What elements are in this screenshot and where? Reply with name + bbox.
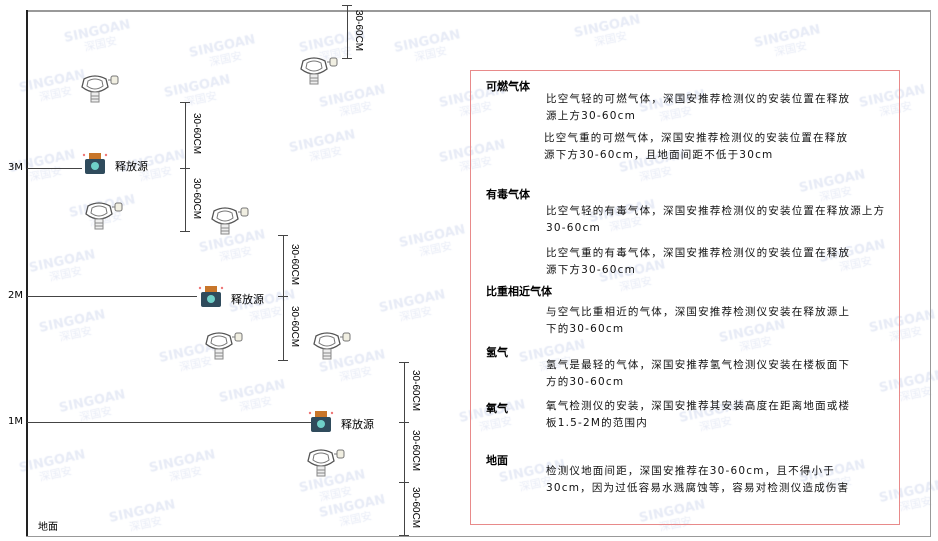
ground-label: 地面: [38, 522, 58, 533]
dimension-label: 30-60CM: [289, 243, 300, 285]
combustible-title: 可燃气体: [486, 80, 530, 93]
dimension-tick: [278, 296, 288, 297]
level-2m-label: 2M: [8, 290, 23, 301]
ceiling-line: [27, 10, 931, 12]
toxic-light-text: 比空气轻的有毒气体，深国安推荐检测仪的安装位置在释放源上方30-60cm: [546, 205, 886, 234]
gas-detector-icon: [305, 447, 347, 483]
dimension-tick: [180, 168, 190, 169]
dimension-tick: [399, 422, 409, 423]
dimension-tick: [278, 360, 288, 361]
dimension-line: [404, 422, 405, 482]
release-source-label: 释放源: [341, 418, 374, 431]
dimension-label: 30-60CM: [191, 177, 202, 219]
dimension-line: [347, 5, 348, 58]
gas-source-icon: [198, 286, 224, 307]
dimension-label: 30-60CM: [191, 113, 202, 155]
gas-detector-icon: [209, 205, 251, 241]
dimension-tick: [342, 58, 352, 59]
dimension-tick: [399, 535, 409, 536]
dimension-tick: [278, 235, 288, 236]
left-wall: [26, 10, 28, 537]
release-source-label: 释放源: [231, 293, 264, 306]
gas-detector-icon: [298, 55, 340, 91]
ground-title: 地面: [486, 454, 508, 467]
level-1m-label: 1M: [8, 416, 23, 427]
dimension-line: [283, 296, 284, 360]
dimension-label: 30-60CM: [410, 430, 421, 472]
gas-detector-icon: [203, 330, 245, 366]
dimension-tick: [399, 362, 409, 363]
dimension-line: [283, 235, 284, 296]
gas-source-icon: [82, 153, 108, 174]
combustible-heavy-text: 比空气重的可燃气体，深国安推荐检测仪的安装位置在释放源下方30-60cm，且地面…: [544, 132, 849, 161]
release-source: [82, 150, 108, 180]
release-source: [308, 408, 334, 438]
oxygen-text: 氧气检测仪的安装，深国安推荐其安装高度在距离地面或楼板1.5-2M的范围内: [546, 400, 851, 429]
similar-text: 与空气比重相近的气体，深国安推荐检测仪安装在释放源上下的30-60cm: [546, 306, 851, 335]
dimension-label: 30-60CM: [289, 306, 300, 348]
dimension-label: 30-60CM: [410, 370, 421, 412]
toxic-heavy-text: 比空气重的有毒气体，深国安推荐检测仪的安装位置在释放源下方30-60cm: [546, 247, 851, 276]
ground-text: 检测仪地面间距，深国安推荐在30-60cm，且不得小于30cm，因为过低容易水溅…: [546, 465, 850, 494]
level-1m-line: [27, 422, 312, 423]
gas-detector-icon: [83, 200, 125, 236]
dimension-tick: [342, 5, 352, 6]
gas-detector-icon: [79, 73, 121, 109]
floor-line: [26, 536, 931, 537]
level-2m-line: [27, 296, 197, 297]
gas-detector-icon: [311, 330, 353, 366]
oxygen-title: 氧气: [486, 402, 508, 415]
dimension-label: 30-60CM: [410, 486, 421, 528]
release-source-label: 释放源: [115, 160, 148, 173]
dimension-line: [404, 482, 405, 535]
level-3m-label: 3M: [8, 162, 23, 173]
dimension-tick: [399, 482, 409, 483]
toxic-title: 有毒气体: [486, 188, 530, 201]
gas-source-icon: [308, 411, 334, 432]
dimension-tick: [180, 102, 190, 103]
dimension-label: 30-60CM: [353, 9, 364, 51]
legend-box: [470, 70, 900, 525]
hydrogen-text: 氢气是最轻的气体，深国安推荐氢气检测仪安装在楼板面下方的30-60cm: [546, 359, 851, 388]
release-source: [198, 283, 224, 313]
level-3m-line: [27, 168, 82, 169]
right-wall: [930, 10, 931, 537]
similar-title: 比重相近气体: [486, 285, 552, 298]
combustible-light-text: 比空气轻的可燃气体，深国安推荐检测仪的安装位置在释放源上方30-60cm: [546, 93, 851, 122]
dimension-line: [404, 362, 405, 422]
hydrogen-title: 氢气: [486, 346, 508, 359]
dimension-line: [185, 168, 186, 231]
dimension-line: [185, 102, 186, 168]
dimension-tick: [180, 231, 190, 232]
